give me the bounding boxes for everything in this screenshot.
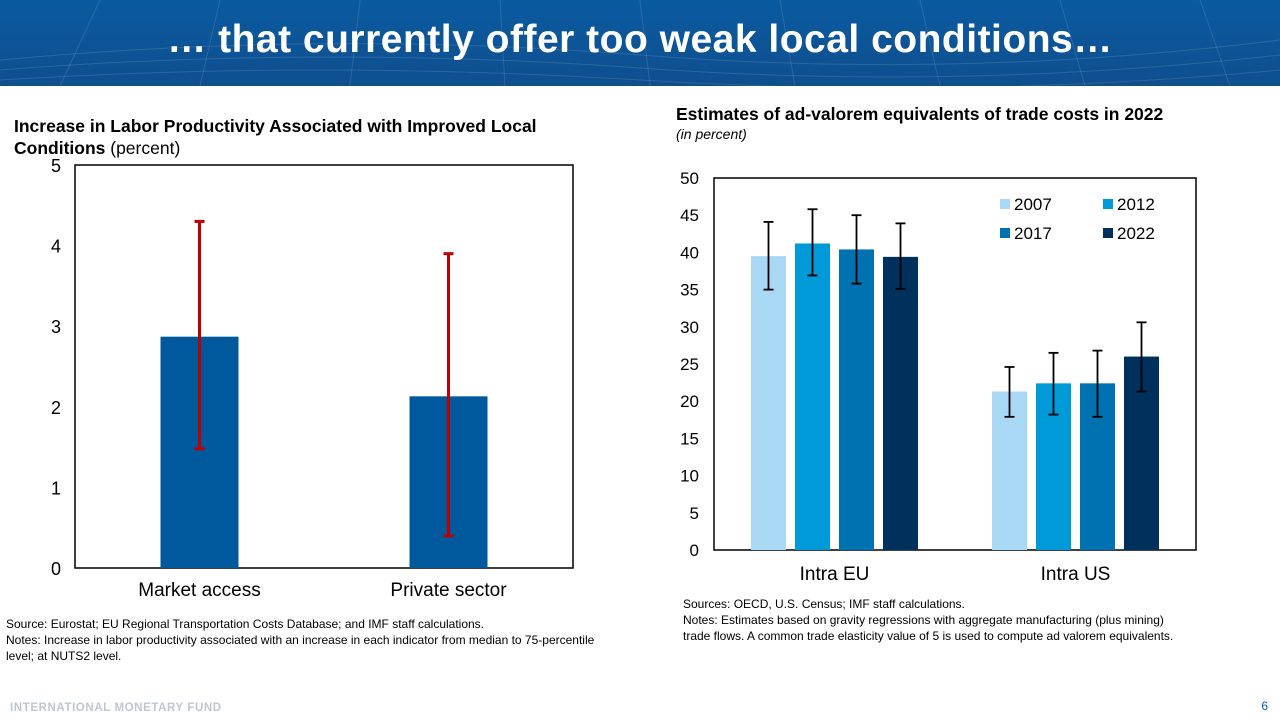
- right-bar-2022-1: [883, 256, 918, 550]
- left-x-tick-label: Private sector: [390, 580, 507, 601]
- footer-org-name: INTERNATIONAL MONETARY FUND: [10, 702, 222, 714]
- right-bar-2012-1: [795, 243, 830, 551]
- right-y-tick-label: 50: [680, 169, 699, 188]
- left-y-tick-label: 4: [51, 237, 61, 257]
- left-y-tick-label: 0: [51, 559, 61, 579]
- right-y-tick-label: 20: [680, 392, 699, 411]
- legend-label-2022: 2022: [1117, 224, 1155, 243]
- right-bar-2017-1: [839, 249, 874, 550]
- page-number: 6: [1261, 699, 1268, 713]
- left-plot-frame: [74, 164, 574, 569]
- right-bar-chart: 0 5 10 15 20 25 30 35 40 45 50 Intra EU Intra US 2007…: [680, 169, 1197, 585]
- right-y-tick-label: 10: [680, 467, 699, 486]
- right-y-tick-label: 30: [680, 318, 699, 337]
- right-y-tick-label: 40: [680, 243, 699, 262]
- right-error-bar-2017-2: [1092, 349, 1103, 418]
- right-error-bar-2007-1: [763, 220, 774, 291]
- left-y-tick-label: 3: [51, 317, 61, 337]
- left-chart-title: Increase in Labor Productivity Associate…: [14, 115, 594, 159]
- right-x-tick-label: Intra EU: [800, 564, 870, 585]
- legend-label-2012: 2012: [1117, 195, 1155, 214]
- left-notes: Notes: Increase in labor productivity as…: [6, 633, 595, 663]
- right-error-bar-2012-1: [807, 208, 818, 277]
- right-chart-subtitle: (in percent): [676, 126, 747, 142]
- left-source: Source: Eurostat; EU Regional Transporta…: [6, 617, 485, 631]
- right-bar-2007-2: [992, 391, 1027, 550]
- left-chart-title-main: Increase in Labor Productivity Associate…: [14, 116, 537, 158]
- title-banner: … that currently offer too weak local co…: [0, 0, 1280, 86]
- right-x-tick-label: Intra US: [1041, 564, 1111, 585]
- right-y-tick-label: 15: [680, 429, 699, 448]
- legend-swatch-2012: [1103, 199, 1113, 209]
- right-bar-2007-1: [751, 256, 786, 550]
- left-error-bar-1: [194, 219, 205, 451]
- banner-grid-pattern: [0, 0, 1280, 86]
- left-chart-title-unit: (percent): [110, 138, 181, 158]
- legend-swatch-2017: [1000, 228, 1010, 238]
- left-y-tick-label: 5: [51, 156, 61, 176]
- right-notes: Notes: Estimates based on gravity regres…: [683, 613, 1174, 643]
- right-chart-title: Estimates of ad-valorem equivalents of t…: [676, 104, 1164, 124]
- legend-label-2007: 2007: [1014, 195, 1052, 214]
- legend-swatch-2007: [1000, 199, 1010, 209]
- right-y-tick-label: 25: [680, 355, 699, 374]
- legend-swatch-2022: [1103, 228, 1113, 238]
- left-x-tick-label: Market access: [138, 580, 260, 601]
- right-y-tick-label: 45: [680, 206, 699, 225]
- slide-title: … that currently offer too weak local co…: [167, 18, 1113, 61]
- right-sources: Sources: OECD, U.S. Census; IMF staff ca…: [683, 597, 965, 611]
- left-bar-chart: 0 1 2 3 4 5 Market access Private sector: [51, 156, 574, 601]
- right-y-tick-label: 5: [690, 504, 699, 523]
- left-y-tick-label: 1: [51, 478, 61, 498]
- right-y-tick-label: 0: [690, 541, 699, 560]
- left-source-note: Source: Eurostat; EU Regional Transporta…: [6, 616, 606, 664]
- right-plot-frame: [713, 177, 1197, 551]
- right-error-bar-2017-1: [851, 214, 862, 285]
- right-error-bar-2022-1: [895, 222, 906, 290]
- right-source-note: Sources: OECD, U.S. Census; IMF staff ca…: [683, 596, 1183, 644]
- legend-label-2017: 2017: [1014, 224, 1052, 243]
- right-error-bar-2012-2: [1048, 351, 1059, 416]
- right-y-tick-label: 35: [680, 281, 699, 300]
- right-error-bar-2007-2: [1004, 366, 1015, 418]
- right-error-bar-2022-2: [1136, 321, 1147, 393]
- left-y-tick-label: 2: [51, 398, 61, 418]
- left-error-bar-2: [443, 252, 454, 538]
